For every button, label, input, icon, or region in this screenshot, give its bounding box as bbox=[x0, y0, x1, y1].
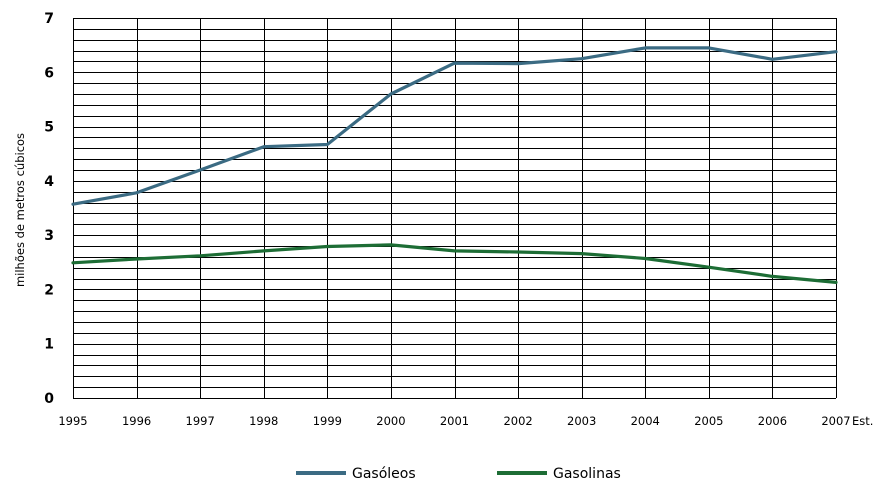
x-tick-label: 2004 bbox=[631, 414, 660, 428]
series-line-gasóleos bbox=[71, 46, 838, 206]
y-tick-label: 4 bbox=[44, 174, 54, 190]
legend: Gasóleos Gasolinas bbox=[296, 466, 621, 481]
x-tick-label: 2000 bbox=[376, 414, 405, 428]
y-axis-ticks: 0 1 2 3 4 5 6 7 bbox=[44, 11, 54, 407]
x-tick-label: 1995 bbox=[58, 414, 87, 428]
legend-label: Gasóleos bbox=[352, 466, 416, 481]
y-tick-label: 1 bbox=[44, 337, 54, 353]
x-axis-ticks: 1995 1996 1997 1998 1999 2000 2001 2002 2003 2004… bbox=[58, 414, 873, 428]
x-tick-label: 1998 bbox=[249, 414, 278, 428]
y-tick-label: 0 bbox=[44, 391, 54, 407]
y-tick-label: 5 bbox=[44, 120, 54, 136]
x-tick-label: 1996 bbox=[122, 414, 151, 428]
x-tick-label: 2003 bbox=[567, 414, 596, 428]
x-tick-label: 2006 bbox=[758, 414, 787, 428]
y-tick-label: 6 bbox=[44, 65, 54, 81]
x-tick-label: 2002 bbox=[503, 414, 532, 428]
x-tick-label: 2007 bbox=[821, 414, 850, 428]
gridlines bbox=[73, 18, 837, 399]
x-tick-label: 2005 bbox=[694, 414, 723, 428]
x-tick-label: 1999 bbox=[313, 414, 342, 428]
series-lines bbox=[71, 46, 838, 284]
y-tick-label: 7 bbox=[44, 11, 54, 27]
x-tick-suffix: Est. bbox=[852, 414, 873, 428]
y-tick-label: 3 bbox=[44, 228, 54, 244]
x-tick-label: 1997 bbox=[186, 414, 215, 428]
y-tick-label: 2 bbox=[44, 282, 54, 298]
y-axis-label: milhões de metros cúbicos bbox=[13, 133, 27, 287]
legend-label: Gasolinas bbox=[553, 466, 621, 481]
series-line-gasolinas bbox=[71, 243, 838, 284]
x-tick-label: 2001 bbox=[440, 414, 469, 428]
